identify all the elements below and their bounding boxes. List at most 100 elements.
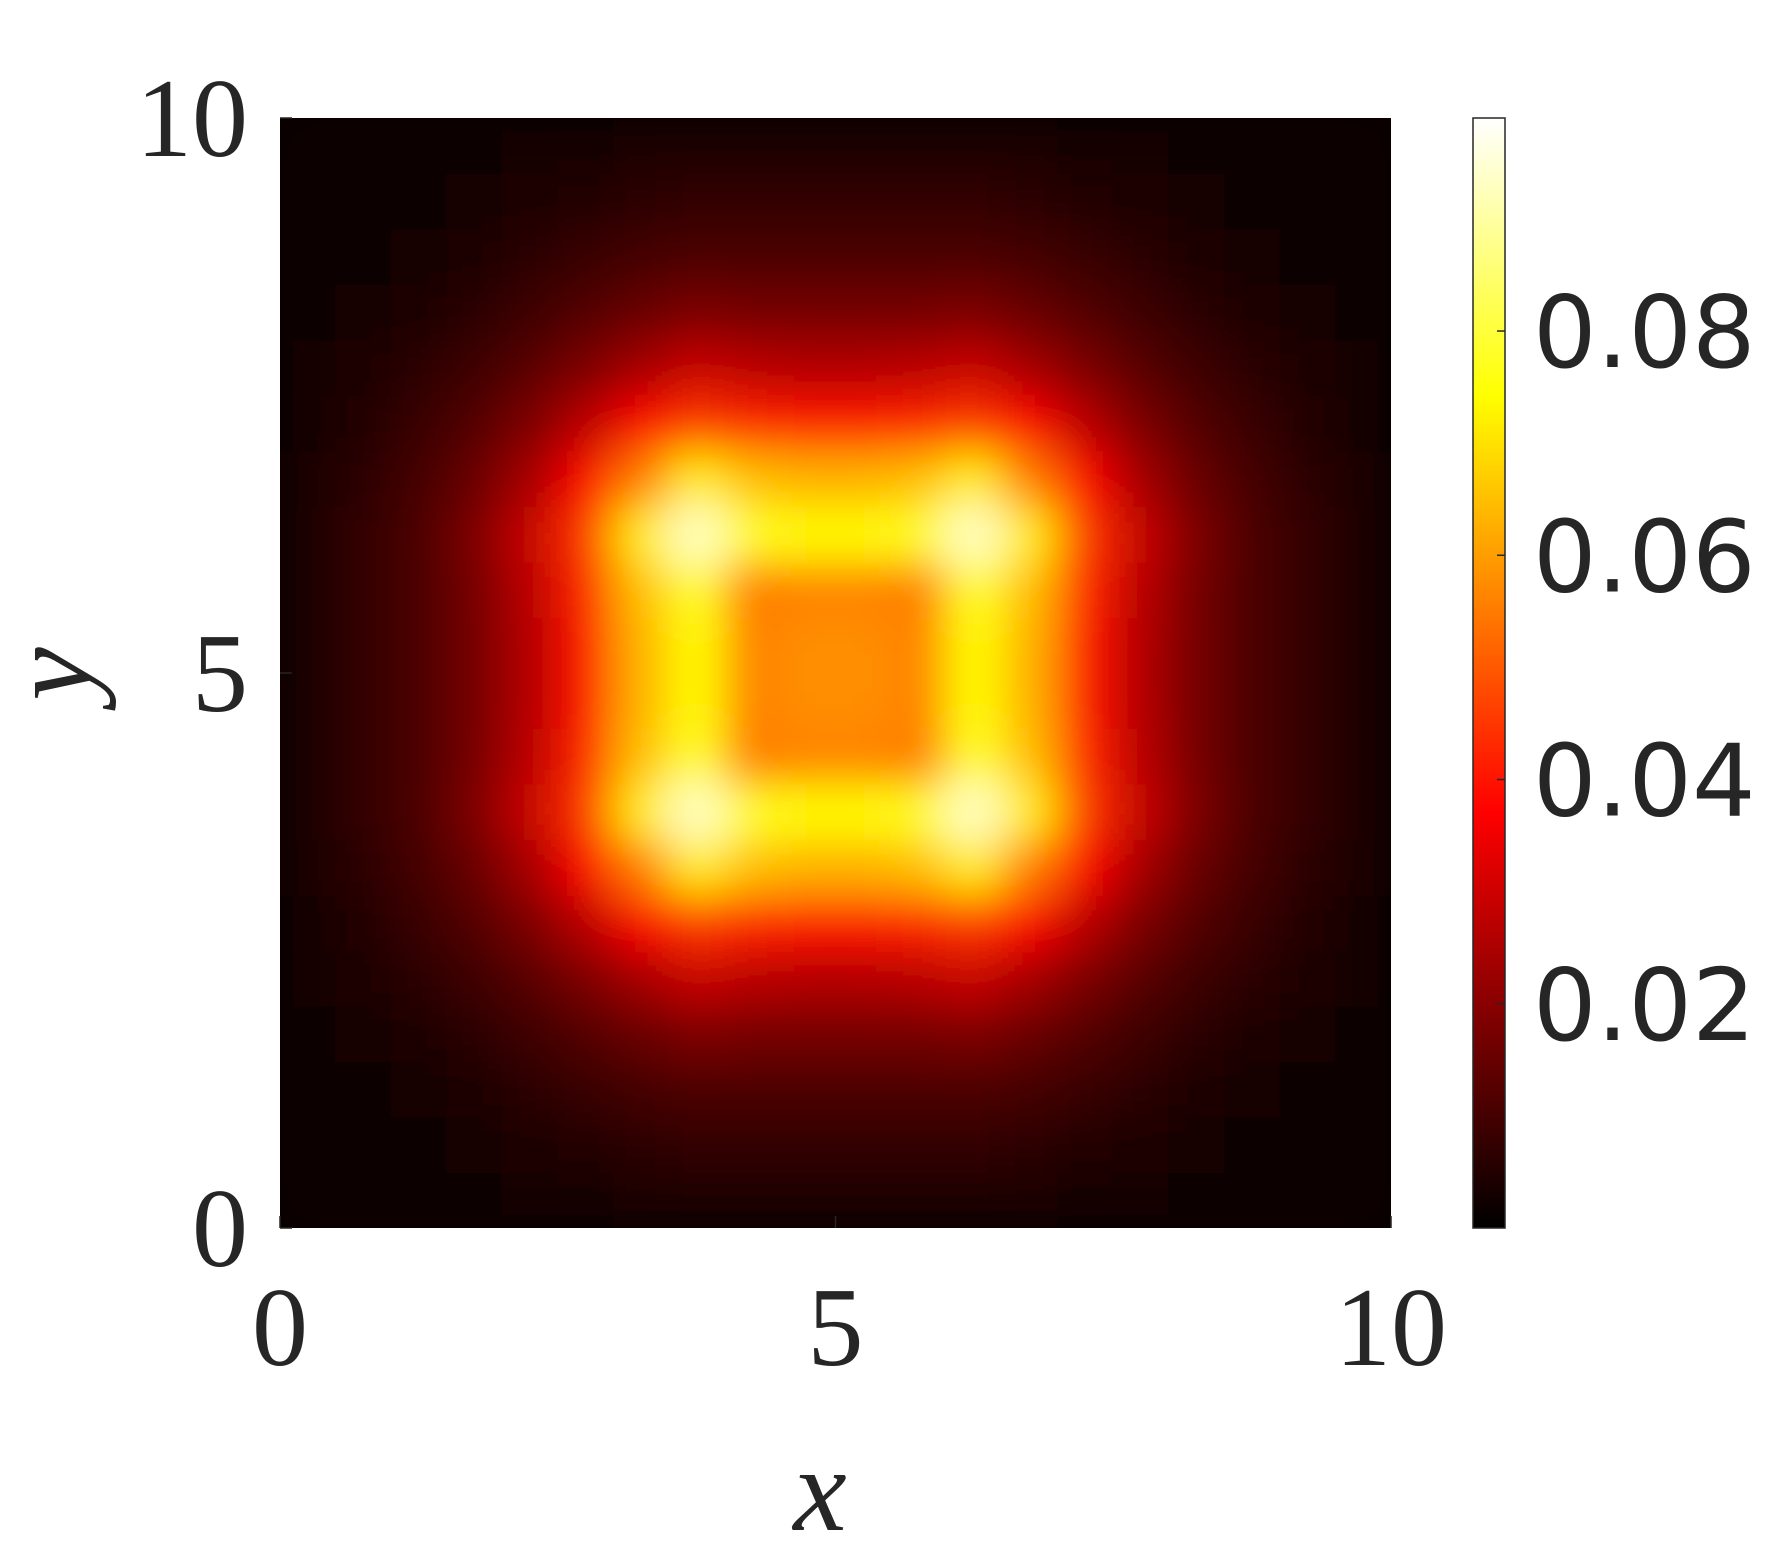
heatmap-cell — [835, 173, 892, 230]
heatmap-cell — [835, 672, 892, 729]
heatmap-cell — [280, 395, 337, 452]
heatmap-cell — [557, 783, 614, 840]
heatmap-cell — [1112, 894, 1170, 951]
heatmap-cell — [446, 118, 503, 174]
heatmap-cell — [779, 395, 836, 452]
heatmap-cell — [1057, 118, 1114, 174]
heatmap-cell — [1112, 1172, 1170, 1228]
heatmap-cell — [612, 173, 670, 230]
heatmap-cell — [1057, 728, 1114, 785]
heatmap — [280, 118, 1391, 1228]
heatmap-cell — [779, 1005, 836, 1062]
heatmap-cell — [390, 1172, 448, 1228]
heatmap-cell — [1334, 118, 1391, 174]
heatmap-cell — [1057, 1005, 1114, 1062]
heatmap-cell — [946, 728, 1003, 785]
heatmap-cell — [890, 450, 948, 507]
heatmap-cell — [1223, 839, 1281, 896]
heatmap-cell — [501, 1061, 559, 1118]
heatmap-cell — [835, 783, 892, 840]
heatmap-cell — [835, 339, 892, 396]
x-tick-label: 0 — [252, 1266, 308, 1390]
heatmap-cell — [390, 395, 448, 452]
colorbar — [1472, 117, 1506, 1229]
heatmap-cell — [501, 1172, 559, 1228]
heatmap-cell — [890, 1005, 948, 1062]
heatmap-cell — [1001, 1172, 1059, 1228]
heatmap-cell — [1001, 672, 1059, 729]
heatmap-cell — [280, 728, 337, 785]
heatmap-cell — [1334, 839, 1391, 896]
heatmap-cell — [1057, 672, 1114, 729]
heatmap-cell — [557, 228, 614, 285]
heatmap-cell — [1168, 1172, 1225, 1228]
heatmap-cell — [1168, 395, 1225, 452]
heatmap-cell — [1057, 395, 1114, 452]
heatmap-cell — [1334, 728, 1391, 785]
heatmap-cell — [946, 339, 1003, 396]
heatmap-cell — [390, 506, 448, 563]
heatmap-cell — [723, 894, 781, 951]
heatmap-cell — [1279, 395, 1336, 452]
heatmap-cell — [1223, 561, 1281, 618]
heatmap-cell — [390, 839, 448, 896]
heatmap-cell — [779, 950, 836, 1007]
heatmap-cell — [446, 894, 503, 951]
heatmap-cell — [1168, 561, 1225, 618]
heatmap-cell — [779, 617, 836, 674]
heatmap-cell — [390, 617, 448, 674]
heatmap-cell — [946, 1116, 1003, 1173]
heatmap-cell — [612, 1061, 670, 1118]
heatmap-cell — [835, 228, 892, 285]
heatmap-cell — [390, 894, 448, 951]
heatmap-cell — [612, 395, 670, 452]
heatmap-cell — [446, 284, 503, 341]
heatmap-cell — [890, 672, 948, 729]
heatmap-cell — [1168, 894, 1225, 951]
heatmap-cell — [723, 173, 781, 230]
heatmap-cell — [612, 894, 670, 951]
heatmap-cell — [612, 1172, 670, 1228]
heatmap-cell — [723, 228, 781, 285]
heatmap-cell — [1001, 395, 1059, 452]
heatmap-cell — [280, 783, 337, 840]
heatmap-cell — [1334, 506, 1391, 563]
heatmap-cell — [501, 228, 559, 285]
heatmap-cell — [1279, 1005, 1336, 1062]
heatmap-cell — [1001, 728, 1059, 785]
heatmap-cell — [612, 339, 670, 396]
heatmap-cell — [946, 1172, 1003, 1228]
heatmap-cell — [1279, 1116, 1336, 1173]
heatmap-cell — [446, 1116, 503, 1173]
heatmap-cell — [835, 561, 892, 618]
heatmap-cell — [446, 783, 503, 840]
heatmap-cell — [501, 118, 559, 174]
heatmap-cell — [446, 839, 503, 896]
heatmap-cell — [668, 1116, 725, 1173]
heatmap-cell — [779, 728, 836, 785]
heatmap-cell — [1112, 506, 1170, 563]
heatmap-cell — [1001, 228, 1059, 285]
heatmap-cell — [390, 1116, 448, 1173]
heatmap-cell — [890, 284, 948, 341]
heatmap-cell — [612, 450, 670, 507]
heatmap-cell — [723, 1061, 781, 1118]
heatmap-cell — [668, 672, 725, 729]
heatmap-cell — [1279, 561, 1336, 618]
heatmap-cell — [1112, 950, 1170, 1007]
y-axis-label: y — [0, 647, 116, 712]
heatmap-cell — [835, 1005, 892, 1062]
heatmap-cell — [501, 173, 559, 230]
heatmap-cell — [668, 118, 725, 174]
heatmap-cell — [280, 228, 337, 285]
heatmap-cell — [1112, 450, 1170, 507]
heatmap-cell — [335, 839, 392, 896]
heatmap-cell — [280, 173, 337, 230]
heatmap-cell — [1279, 1061, 1336, 1118]
heatmap-cell — [1057, 839, 1114, 896]
heatmap-cell — [835, 395, 892, 452]
heatmap-cell — [1057, 506, 1114, 563]
heatmap-cell — [335, 617, 392, 674]
heatmap-cell — [723, 506, 781, 563]
heatmap-cell — [390, 118, 448, 174]
